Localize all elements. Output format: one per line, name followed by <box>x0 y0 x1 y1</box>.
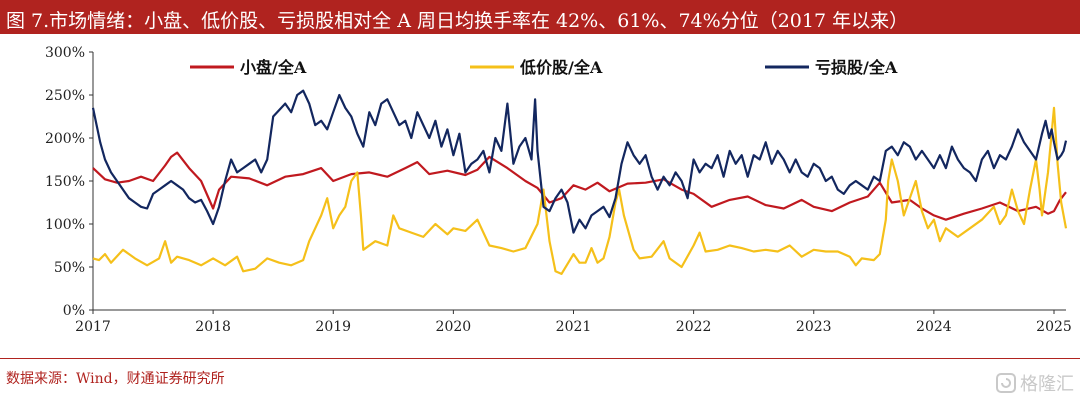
legend-label: 低价股/全A <box>519 58 603 77</box>
source-divider <box>0 358 1080 359</box>
series-line <box>92 106 1068 275</box>
y-tick-label: 100% <box>45 217 85 233</box>
watermark-text: 格隆汇 <box>1020 374 1074 395</box>
legend-label: 亏损股/全A <box>815 58 898 77</box>
x-tick-label: 2023 <box>796 319 832 335</box>
legend-label: 小盘/全A <box>240 58 307 77</box>
x-tick-label: 2020 <box>436 319 472 335</box>
x-tick-label: 2019 <box>315 319 351 335</box>
y-tick-label: 250% <box>45 88 85 104</box>
line-chart: 0% 50% 100% 150% 200% 250% 300% 2017 2018 2019 202… <box>45 45 1072 335</box>
x-tick-label: 2022 <box>676 319 712 335</box>
x-tick-label: 2018 <box>195 319 231 335</box>
x-tick-label: 2025 <box>1036 319 1072 335</box>
y-tick-label: 300% <box>45 45 85 61</box>
y-tick-label: 200% <box>45 131 85 147</box>
figure-title: 图 7.市场情绪：小盘、低价股、亏损股相对全 A 周日均换手率在 42%、61%… <box>6 10 909 32</box>
series-line <box>92 151 1067 221</box>
chart-legend: 小盘/全A 低价股/全A 亏损股/全A <box>190 58 898 77</box>
x-tick-label: 2024 <box>916 319 952 335</box>
watermark: 格隆汇 <box>996 370 1074 396</box>
chart-axes: 0% 50% 100% 150% 200% 250% 300% 2017 2018 2019 202… <box>45 45 1072 335</box>
x-tick-label: 2021 <box>556 319 592 335</box>
chart-series-lines <box>91 89 1068 275</box>
y-tick-label: 0% <box>63 303 85 319</box>
x-tick-label: 2017 <box>75 319 111 335</box>
series-line <box>91 89 1068 234</box>
y-tick-label: 150% <box>45 174 85 190</box>
watermark-logo-icon <box>996 373 1016 393</box>
y-tick-label: 50% <box>54 260 85 276</box>
figure-title-bar: 图 7.市场情绪：小盘、低价股、亏损股相对全 A 周日均换手率在 42%、61%… <box>0 0 1080 34</box>
source-note: 数据来源：Wind，财通证券研究所 <box>6 371 225 387</box>
